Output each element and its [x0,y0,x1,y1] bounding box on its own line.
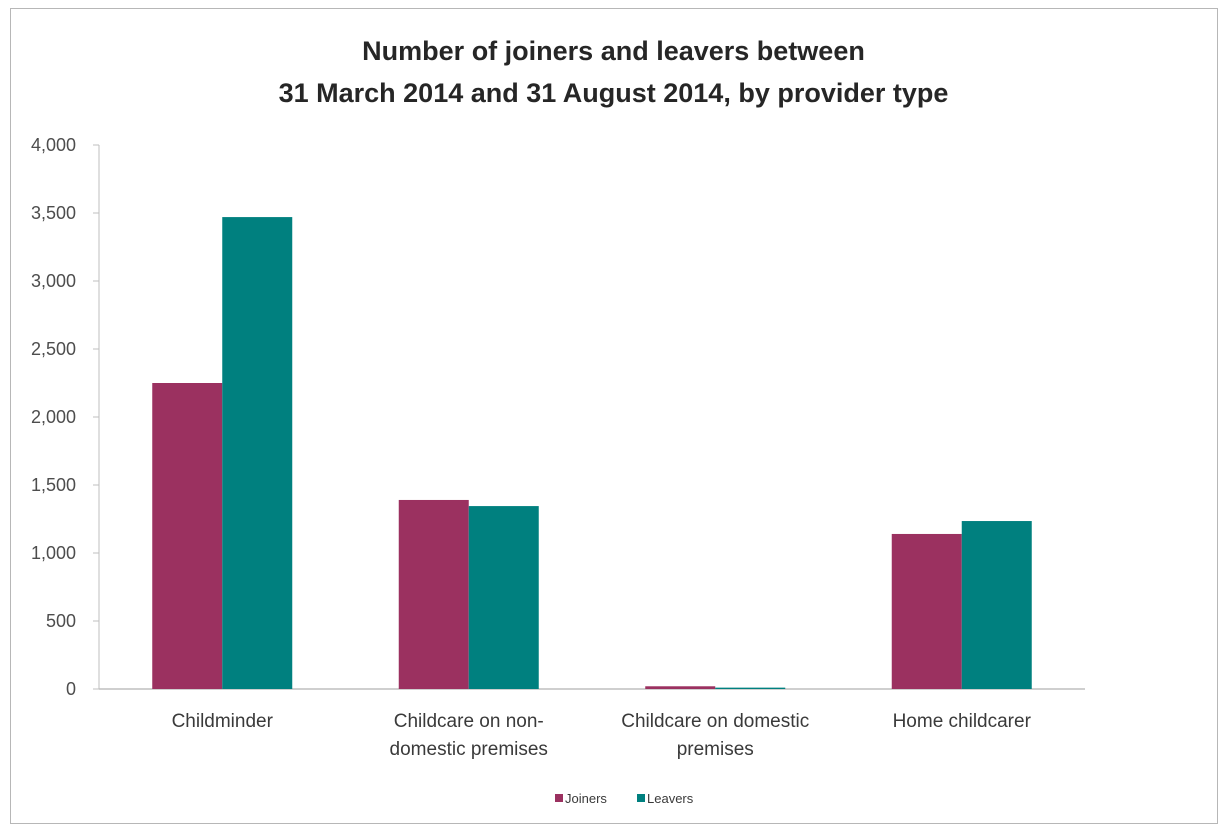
y-tick-label: 3,000 [31,271,76,291]
bar-joiners [152,383,223,689]
x-axis-categories: Childminder Childcare on non-domestic pre… [172,711,1032,760]
y-tick-label: 0 [66,679,76,699]
chart-title-line-1: Number of joiners and leavers between [362,36,865,66]
bars [152,217,1032,689]
bar-joiners [891,533,962,689]
bar-leavers [468,506,539,689]
legend-swatch-leavers [637,794,645,802]
y-tick-label: 1,000 [31,543,76,563]
y-tick-label: 2,500 [31,339,76,359]
category-label: Home childcarer [893,711,1032,732]
y-tick-label: 4,000 [31,135,76,155]
category-label: premises [677,739,754,760]
chart-title-line-2: 31 March 2014 and 31 August 2014, by pro… [278,78,949,108]
y-axis-ticks: 0 500 1,000 1,500 2,000 2,500 3,000 3,500 4,000 [31,135,99,699]
bar-leavers [961,521,1032,689]
legend-label-joiners: Joiners [565,791,607,806]
y-tick-label: 3,500 [31,203,76,223]
category-label: domestic premises [390,739,548,760]
legend: Joiners Leavers [555,791,694,806]
category-label: Childminder [172,711,274,732]
y-tick-label: 1,500 [31,475,76,495]
legend-swatch-joiners [555,794,563,802]
bar-leavers [715,687,786,689]
category-label: Childcare on domestic [621,711,809,732]
category-label: Childcare on non- [394,711,544,732]
y-tick-label: 500 [46,611,76,631]
y-tick-label: 2,000 [31,407,76,427]
bar-joiners [398,499,469,689]
bar-leavers [222,217,293,689]
legend-label-leavers: Leavers [647,791,694,806]
chart-title: Number of joiners and leavers between 31… [0,30,1227,114]
bar-joiners [645,686,716,689]
